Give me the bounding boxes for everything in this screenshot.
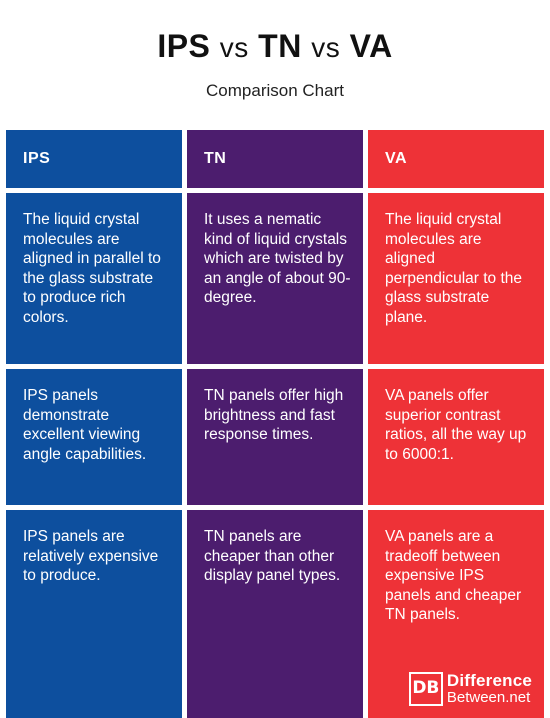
logo-line-1: Difference xyxy=(446,671,532,690)
va-cell-3: VA panels are a tradeoff between expensi… xyxy=(385,528,522,623)
title-tn: TN xyxy=(258,28,302,64)
db-logo-mark: DB xyxy=(408,672,443,706)
logo-line-2: Between.net xyxy=(446,689,531,706)
column-heading-ips: IPS xyxy=(6,130,182,188)
tn-cell-1: It uses a nematic kind of liquid crystal… xyxy=(187,193,363,364)
logo-text: Difference Between.net xyxy=(447,672,532,706)
title-va: VA xyxy=(349,28,393,64)
header: IPS vs TN vs VA Comparison Chart xyxy=(0,28,550,101)
tn-cell-3: TN panels are cheaper than other display… xyxy=(187,510,363,718)
title-vs-1: vs xyxy=(219,32,249,63)
column-heading-tn: TN xyxy=(187,130,363,188)
page-title: IPS vs TN vs VA xyxy=(0,28,550,65)
title-vs-2: vs xyxy=(311,32,341,63)
va-cell-1: The liquid crystal molecules are aligned… xyxy=(368,193,544,364)
ips-cell-1: The liquid crystal molecules are aligned… xyxy=(6,193,182,364)
column-heading-va: VA xyxy=(368,130,544,188)
ips-cell-2: IPS panels demonstrate excellent viewing… xyxy=(6,369,182,505)
title-ips: IPS xyxy=(157,28,211,64)
va-cell-2: VA panels offer superior contrast ratios… xyxy=(368,369,544,505)
ips-cell-3: IPS panels are relatively expensive to p… xyxy=(6,510,182,718)
tn-cell-2: TN panels offer high brightness and fast… xyxy=(187,369,363,505)
comparison-table: IPS TN VA The liquid crystal molecules a… xyxy=(6,130,544,718)
difference-between-logo: DB Difference Between.net xyxy=(408,672,532,706)
va-cell-3-container: VA panels are a tradeoff between expensi… xyxy=(368,510,544,718)
page-subtitle: Comparison Chart xyxy=(206,81,344,100)
